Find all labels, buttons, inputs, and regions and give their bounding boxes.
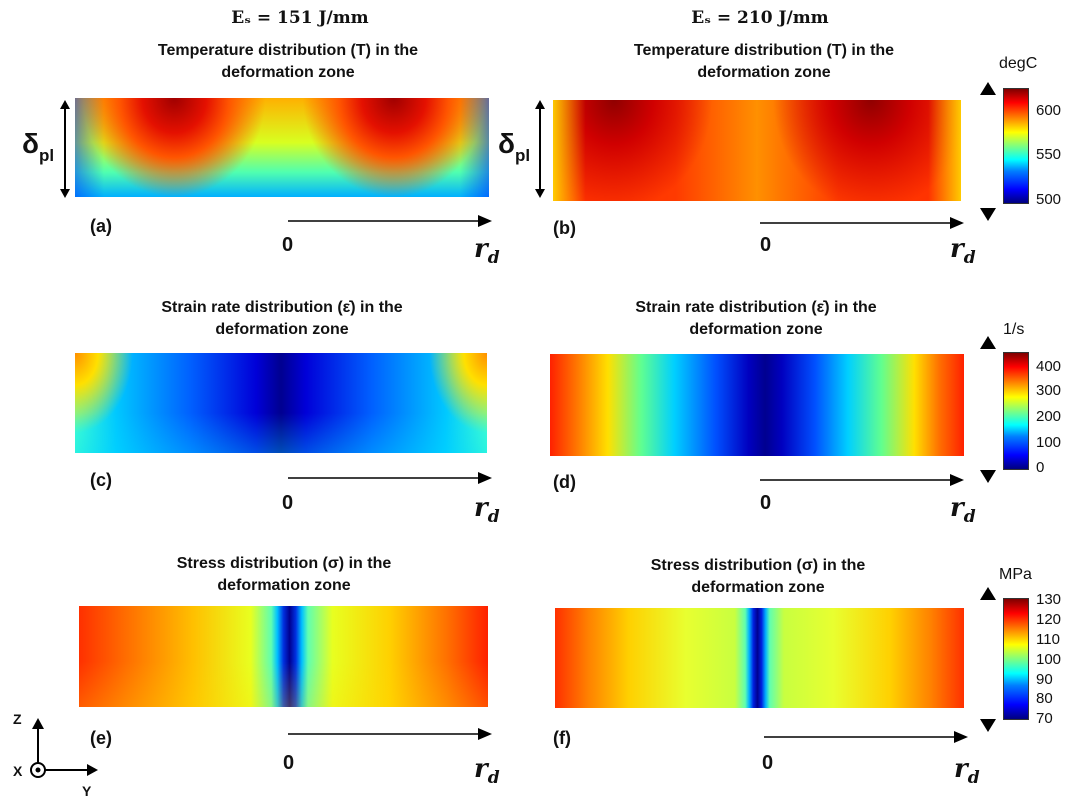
panel-label-b: (b) bbox=[553, 218, 576, 238]
radial-axis-arrow-f bbox=[764, 731, 968, 743]
panel-d-title: Strain rate distribution (ε̇) in the def… bbox=[635, 299, 877, 338]
axis-rd-e: rd bbox=[474, 754, 500, 788]
colorbar-temperature-unit: degC bbox=[999, 55, 1038, 72]
axis-origin-e: 0 bbox=[283, 752, 295, 774]
colorbar-stress-tick: 80 bbox=[1036, 690, 1053, 707]
panel-b-title: Temperature distribution (T) in the defo… bbox=[633, 42, 895, 81]
colorbar-temperature-max-arrow bbox=[980, 82, 996, 95]
colorbar-temperature-tick: 550 bbox=[1036, 146, 1062, 163]
panel-e-edge-shade bbox=[79, 606, 488, 707]
triad-x-label: X bbox=[13, 763, 23, 779]
colorbar-stress-min-arrow bbox=[980, 719, 996, 732]
panel-c-bottom-shade bbox=[75, 353, 487, 453]
colorbar-stress bbox=[1003, 598, 1029, 720]
colorbar-stress-tick: 70 bbox=[1036, 710, 1053, 727]
colorbar-strain-rate-min-arrow bbox=[980, 470, 996, 483]
axis-origin-d: 0 bbox=[760, 492, 772, 514]
colorbar-stress-tick: 100 bbox=[1036, 651, 1062, 668]
panel-c-strain-rate-map bbox=[75, 353, 487, 453]
colorbar-temperature bbox=[1003, 88, 1029, 204]
axis-rd-d: rd bbox=[950, 493, 976, 527]
panel-b-edge-shade bbox=[553, 100, 961, 201]
colorbar-temperature-min-arrow bbox=[980, 208, 996, 221]
axis-rd-c: rd bbox=[474, 493, 500, 527]
radial-axis-arrow-e bbox=[288, 728, 492, 740]
colorbar-stress-max-arrow bbox=[980, 587, 996, 600]
panel-label-c: (c) bbox=[90, 470, 112, 490]
thickness-arrow-a bbox=[60, 100, 70, 198]
colorbar-temperature-tick: 500 bbox=[1036, 191, 1062, 208]
axis-origin-a: 0 bbox=[282, 234, 294, 256]
colorbar-stress-tick: 120 bbox=[1036, 611, 1062, 628]
colorbar-stress-tick: 130 bbox=[1036, 591, 1062, 608]
axis-rd-b: rd bbox=[950, 234, 976, 268]
panel-f-title: Stress distribution (σ) in the deformati… bbox=[650, 557, 866, 596]
panel-label-d: (d) bbox=[553, 472, 576, 492]
colorbar-strain-rate-tick: 200 bbox=[1036, 408, 1062, 425]
thickness-label-a: δpl bbox=[22, 128, 55, 165]
column-title-right: Eₛ = 210 J/mm bbox=[691, 8, 829, 28]
panel-a-edge-shade bbox=[75, 98, 489, 197]
radial-axis-arrow-d bbox=[760, 474, 964, 486]
radial-axis-arrow-c bbox=[288, 472, 492, 484]
axis-rd-f: rd bbox=[954, 754, 980, 788]
colorbar-strain-rate-tick: 0 bbox=[1036, 459, 1045, 476]
colorbar-strain-rate-tick: 100 bbox=[1036, 434, 1062, 451]
panel-e-title: Stress distribution (σ) in the deformati… bbox=[176, 555, 392, 594]
panel-label-a: (a) bbox=[90, 216, 112, 236]
colorbar-stress-tick: 110 bbox=[1036, 631, 1060, 648]
thickness-arrow-b bbox=[535, 100, 545, 198]
panel-c-title: Strain rate distribution (ε̇) in the def… bbox=[161, 299, 403, 338]
triad-z-label: Z bbox=[13, 711, 22, 727]
panel-f-stress-map bbox=[555, 608, 964, 708]
colorbar-strain-rate-unit: 1/s bbox=[1003, 321, 1025, 338]
axis-origin-f: 0 bbox=[762, 752, 774, 774]
radial-axis-arrow-b bbox=[760, 217, 964, 229]
coordinate-triad-icon bbox=[30, 718, 98, 778]
colorbar-strain-rate-tick: 400 bbox=[1036, 358, 1062, 375]
colorbar-stress-unit: MPa bbox=[999, 566, 1032, 583]
panel-label-f: (f) bbox=[553, 728, 571, 748]
triad-y-label: Y bbox=[82, 783, 92, 799]
radial-axis-arrow-a bbox=[288, 215, 492, 227]
panel-d-strain-rate-map bbox=[550, 354, 964, 456]
colorbar-strain-rate bbox=[1003, 352, 1029, 470]
colorbar-strain-rate-tick: 300 bbox=[1036, 382, 1062, 399]
axis-rd-a: rd bbox=[474, 234, 500, 268]
panel-label-e: (e) bbox=[90, 728, 112, 748]
colorbar-temperature-tick: 600 bbox=[1036, 102, 1062, 119]
colorbar-stress-tick: 90 bbox=[1036, 671, 1053, 688]
thickness-label-b: δpl bbox=[498, 128, 531, 165]
panel-e-stress-map bbox=[79, 606, 488, 707]
axis-origin-c: 0 bbox=[282, 492, 294, 514]
panel-a-title: Temperature distribution (T) in the defo… bbox=[157, 42, 419, 81]
axis-origin-b: 0 bbox=[760, 234, 772, 256]
colorbar-strain-rate-max-arrow bbox=[980, 336, 996, 349]
column-title-left: Eₛ = 151 J/mm bbox=[231, 8, 369, 28]
